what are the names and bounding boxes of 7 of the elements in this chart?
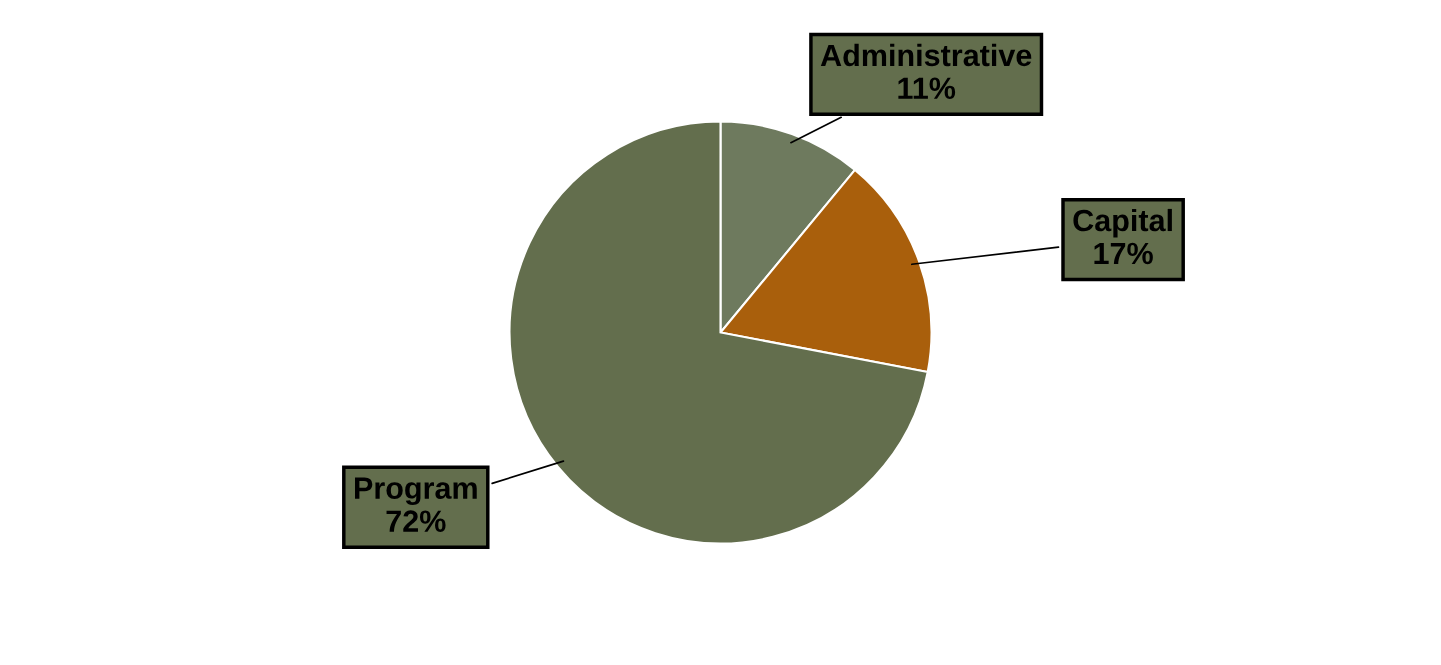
slice-label: Capital: [1073, 208, 1172, 238]
slice-label: Administrative: [820, 43, 1032, 67]
pie-slice: [508, 120, 929, 545]
data-label: 72%: [386, 510, 446, 532]
slice-label: Program: [355, 477, 477, 506]
data-label: 17%: [1094, 242, 1153, 265]
data-label: 11%: [898, 77, 956, 100]
